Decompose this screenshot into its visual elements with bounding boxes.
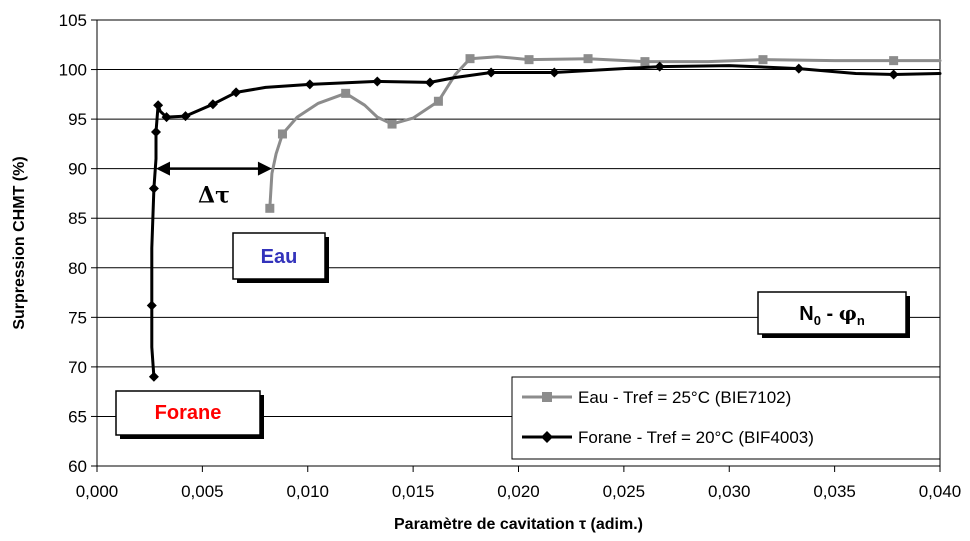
y-axis-ticks: 60 65 70 75 80 85 90 95 100 105	[59, 11, 97, 476]
data-point	[465, 54, 475, 64]
data-point	[524, 55, 534, 65]
data-point	[180, 111, 191, 122]
y-tick-label: 80	[68, 259, 87, 278]
data-point	[793, 63, 804, 74]
y-axis-title: Surpression CHMT (%)	[11, 156, 28, 329]
eau-label: Eau	[261, 246, 298, 268]
series-forane	[146, 61, 942, 382]
y-tick-label: 85	[68, 209, 87, 228]
legend: Eau - Tref = 25°C (BIE7102) Forane - Tre…	[511, 376, 941, 460]
data-point	[231, 87, 242, 98]
x-tick-label: 0,000	[76, 482, 119, 501]
y-tick-label: 90	[68, 160, 87, 179]
series-layer	[146, 54, 942, 382]
data-point	[433, 96, 443, 106]
legend-forane-marker	[541, 431, 553, 443]
data-point	[161, 112, 172, 123]
y-tick-label: 60	[68, 457, 87, 476]
x-axis-ticks: 0,000 0,005 0,010 0,015 0,020 0,025 0,030 0,035…	[76, 466, 962, 501]
data-point	[424, 77, 435, 88]
regime-label-box: N0 - φn	[757, 291, 910, 338]
data-point	[758, 55, 768, 65]
delta-tau-label: Δτ	[198, 183, 230, 209]
delta-tau-arrowhead-left	[156, 161, 171, 176]
forane-label-box: Forane	[115, 390, 264, 439]
delta-tau-arrow	[156, 161, 272, 176]
data-point	[277, 129, 287, 139]
data-point	[148, 183, 159, 194]
legend-eau-marker	[542, 392, 552, 402]
regime-label-sep: -	[821, 303, 839, 325]
x-tick-label: 0,030	[708, 482, 751, 501]
legend-forane-label: Forane - Tref = 20°C (BIF4003)	[578, 428, 814, 447]
data-point	[148, 371, 159, 382]
x-tick-label: 0,025	[603, 482, 646, 501]
x-tick-label: 0,035	[813, 482, 856, 501]
data-point	[583, 54, 593, 64]
data-point	[207, 99, 218, 110]
data-point	[151, 126, 162, 137]
eau-label-box: Eau	[232, 232, 329, 283]
x-tick-label: 0,005	[181, 482, 224, 501]
data-point	[486, 67, 497, 78]
x-tick-label: 0,010	[286, 482, 329, 501]
y-tick-label: 75	[68, 308, 87, 327]
series-eau	[265, 54, 942, 213]
y-tick-label: 105	[59, 11, 87, 30]
regime-label-phi: φ	[839, 301, 857, 325]
data-point	[372, 76, 383, 87]
y-tick-label: 65	[68, 407, 87, 426]
data-point	[153, 100, 164, 111]
data-point	[265, 203, 275, 213]
data-point	[146, 300, 157, 311]
data-point	[549, 67, 560, 78]
series-line	[150, 64, 942, 379]
data-point	[387, 119, 397, 129]
data-point	[654, 61, 665, 72]
regime-label-n: N	[799, 303, 813, 325]
y-tick-label: 100	[59, 61, 87, 80]
data-point	[640, 57, 650, 67]
x-tick-label: 0,040	[919, 482, 962, 501]
regime-label-subn: n	[857, 313, 865, 328]
delta-tau-arrowhead-right	[257, 161, 272, 176]
data-point	[304, 79, 315, 90]
x-tick-label: 0,015	[392, 482, 435, 501]
y-tick-label: 95	[68, 110, 87, 129]
regime-label: N0 - φn	[799, 301, 865, 328]
legend-eau-label: Eau - Tref = 25°C (BIE7102)	[578, 388, 791, 407]
regime-label-sub0: 0	[814, 313, 821, 328]
data-point	[341, 88, 351, 98]
data-point	[888, 69, 899, 80]
x-tick-label: 0,020	[497, 482, 540, 501]
data-point	[889, 56, 899, 66]
y-tick-label: 70	[68, 358, 87, 377]
forane-label: Forane	[155, 402, 222, 424]
x-axis-title: Paramètre de cavitation τ (adim.)	[394, 516, 643, 533]
